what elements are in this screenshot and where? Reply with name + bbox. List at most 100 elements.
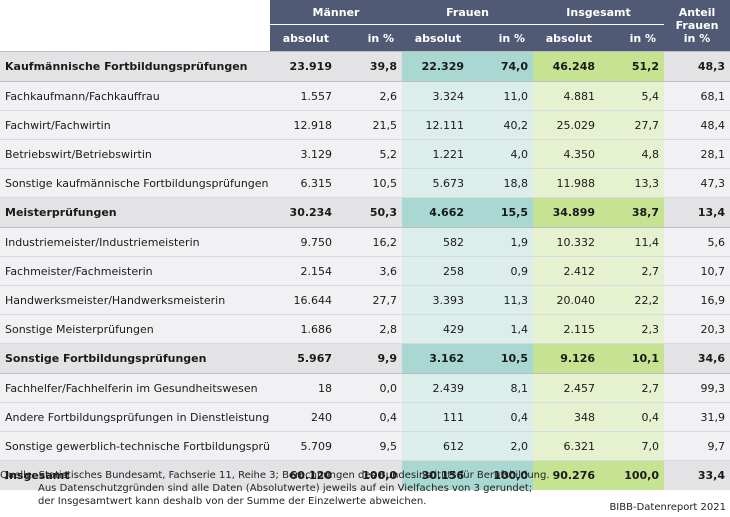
header-share-line3: in %: [683, 32, 711, 45]
header-share-line1: Anteil: [678, 6, 716, 19]
cell-total-percent: 4,8: [600, 139, 665, 169]
header-total: Insgesamt: [533, 0, 665, 25]
cell-total-absolute: 46.248: [533, 51, 601, 82]
table-group-row: Sonstige Fortbildungsprüfungen 5.967 9,9 3.…: [0, 343, 730, 374]
cell-women-percent: 8,1: [469, 373, 534, 403]
cell-men-percent: 100,0: [337, 460, 403, 490]
cell-women-percent: 4,0: [469, 139, 534, 169]
cell-women-percent: 0,4: [469, 402, 534, 432]
cell-women-share: 34,6: [664, 343, 730, 374]
cell-men-absolute: 9.750: [270, 227, 337, 257]
table-row: Fachkaufmann/Fachkauffrau 1.557 2,6 3.324 11…: [0, 81, 730, 111]
row-label: Meisterprüfungen: [0, 197, 270, 228]
source-line-2: Aus Datenschutzgründen sind alle Daten (…: [38, 483, 533, 494]
cell-women-absolute: 4.662: [402, 197, 470, 228]
cell-total-percent: 0,4: [600, 402, 665, 432]
table-row: Sonstige kaufmännische Fortbildungsprüfu…: [0, 168, 730, 198]
cell-total-percent: 13,3: [600, 168, 665, 198]
cell-total-percent: 2,7: [600, 256, 665, 286]
cell-women-percent: 18,8: [469, 168, 534, 198]
cell-total-absolute: 34.899: [533, 197, 601, 228]
cell-men-absolute: 30.234: [270, 197, 337, 228]
cell-total-absolute: 4.881: [533, 81, 601, 111]
cell-men-absolute: 5.967: [270, 343, 337, 374]
cell-women-share: 9,7: [664, 431, 730, 461]
row-label: Andere Fortbildungsprüfungen in Dienstle…: [0, 402, 270, 432]
cell-men-absolute: 16.644: [270, 285, 337, 315]
row-label: Industriemeister/Industriemeisterin: [0, 227, 270, 257]
cell-total-absolute: 2.457: [533, 373, 601, 403]
cell-women-percent: 10,5: [469, 343, 534, 374]
header-women: Frauen: [402, 0, 534, 25]
data-table: Männer Frauen Insgesamt Anteil Frauen in…: [0, 0, 730, 490]
row-label: Sonstige Meisterprüfungen: [0, 314, 270, 344]
source-line-1: Quelle: Statistisches Bundesamt, Fachser…: [0, 470, 550, 481]
cell-men-absolute: 240: [270, 402, 337, 432]
row-label: Sonstige gewerblich-technische Fortbildu…: [0, 431, 270, 461]
table-row: Sonstige gewerblich-technische Fortbildu…: [0, 431, 730, 461]
cell-men-absolute: 6.315: [270, 168, 337, 198]
cell-women-absolute: 612: [402, 431, 470, 461]
cell-women-percent: 74,0: [469, 51, 534, 82]
cell-women-share: 28,1: [664, 139, 730, 169]
header-empty: [0, 0, 270, 52]
cell-women-share: 48,4: [664, 110, 730, 140]
row-label: Sonstige kaufmännische Fortbildungsprüfu…: [0, 168, 270, 198]
cell-total-percent: 10,1: [600, 343, 665, 374]
cell-men-absolute: 18: [270, 373, 337, 403]
cell-men-percent: 2,6: [337, 81, 403, 111]
cell-women-percent: 11,3: [469, 285, 534, 315]
header-women-absolute: absolut: [402, 24, 470, 52]
cell-men-percent: 21,5: [337, 110, 403, 140]
table-group-row: Meisterprüfungen 30.234 50,3 4.662 15,5 34.89…: [0, 197, 730, 228]
cell-women-absolute: 5.673: [402, 168, 470, 198]
source-line-3: der Insgesamtwert kann deshalb von der S…: [38, 496, 427, 507]
cell-men-percent: 9,5: [337, 431, 403, 461]
row-label: Kaufmännische Fortbildungsprüfungen: [0, 51, 270, 82]
cell-total-percent: 7,0: [600, 431, 665, 461]
row-label: Betriebswirt/Betriebswirtin: [0, 139, 270, 169]
header-men-absolute: absolut: [270, 24, 337, 52]
cell-men-percent: 9,9: [337, 343, 403, 374]
table-row: Fachhelfer/Fachhelferin im Gesundheitswe…: [0, 373, 730, 403]
cell-women-absolute: 30.156: [402, 460, 470, 490]
cell-total-absolute: 6.321: [533, 431, 601, 461]
header-share-line2: Frauen: [675, 19, 719, 32]
table-total-row: Insgesamt 60.120 100,0 30.156 100,0 90.276 100…: [0, 460, 730, 490]
header-share: Anteil Frauen in %: [664, 0, 730, 52]
table-row: Handwerksmeister/Handwerksmeisterin 16.64…: [0, 285, 730, 315]
header-women-percent: in %: [469, 24, 534, 52]
cell-men-absolute: 5.709: [270, 431, 337, 461]
header-total-percent: in %: [600, 24, 665, 52]
cell-women-absolute: 3.162: [402, 343, 470, 374]
cell-women-percent: 1,9: [469, 227, 534, 257]
cell-men-absolute: 23.919: [270, 51, 337, 82]
cell-men-percent: 50,3: [337, 197, 403, 228]
cell-women-percent: 11,0: [469, 81, 534, 111]
cell-women-absolute: 258: [402, 256, 470, 286]
cell-total-absolute: 10.332: [533, 227, 601, 257]
cell-men-absolute: 60.120: [270, 460, 337, 490]
table-row: Betriebswirt/Betriebswirtin 3.129 5,2 1.221…: [0, 139, 730, 169]
cell-total-percent: 27,7: [600, 110, 665, 140]
cell-women-percent: 1,4: [469, 314, 534, 344]
row-label: Fachmeister/Fachmeisterin: [0, 256, 270, 286]
cell-women-percent: 0,9: [469, 256, 534, 286]
cell-women-percent: 100,0: [469, 460, 534, 490]
table-row: Andere Fortbildungsprüfungen in Dienstle…: [0, 402, 730, 432]
cell-women-absolute: 1.221: [402, 139, 470, 169]
cell-women-share: 33,4: [664, 460, 730, 490]
cell-men-percent: 0,4: [337, 402, 403, 432]
cell-women-share: 48,3: [664, 51, 730, 82]
header-total-absolute: absolut: [533, 24, 601, 52]
cell-women-percent: 15,5: [469, 197, 534, 228]
cell-total-absolute: 90.276: [533, 460, 601, 490]
cell-women-absolute: 2.439: [402, 373, 470, 403]
cell-women-absolute: 3.324: [402, 81, 470, 111]
header-men: Männer: [270, 0, 403, 25]
cell-total-percent: 11,4: [600, 227, 665, 257]
cell-women-share: 13,4: [664, 197, 730, 228]
table-row: Fachwirt/Fachwirtin 12.918 21,5 12.111 40,2 2…: [0, 110, 730, 140]
cell-women-absolute: 22.329: [402, 51, 470, 82]
cell-men-absolute: 3.129: [270, 139, 337, 169]
